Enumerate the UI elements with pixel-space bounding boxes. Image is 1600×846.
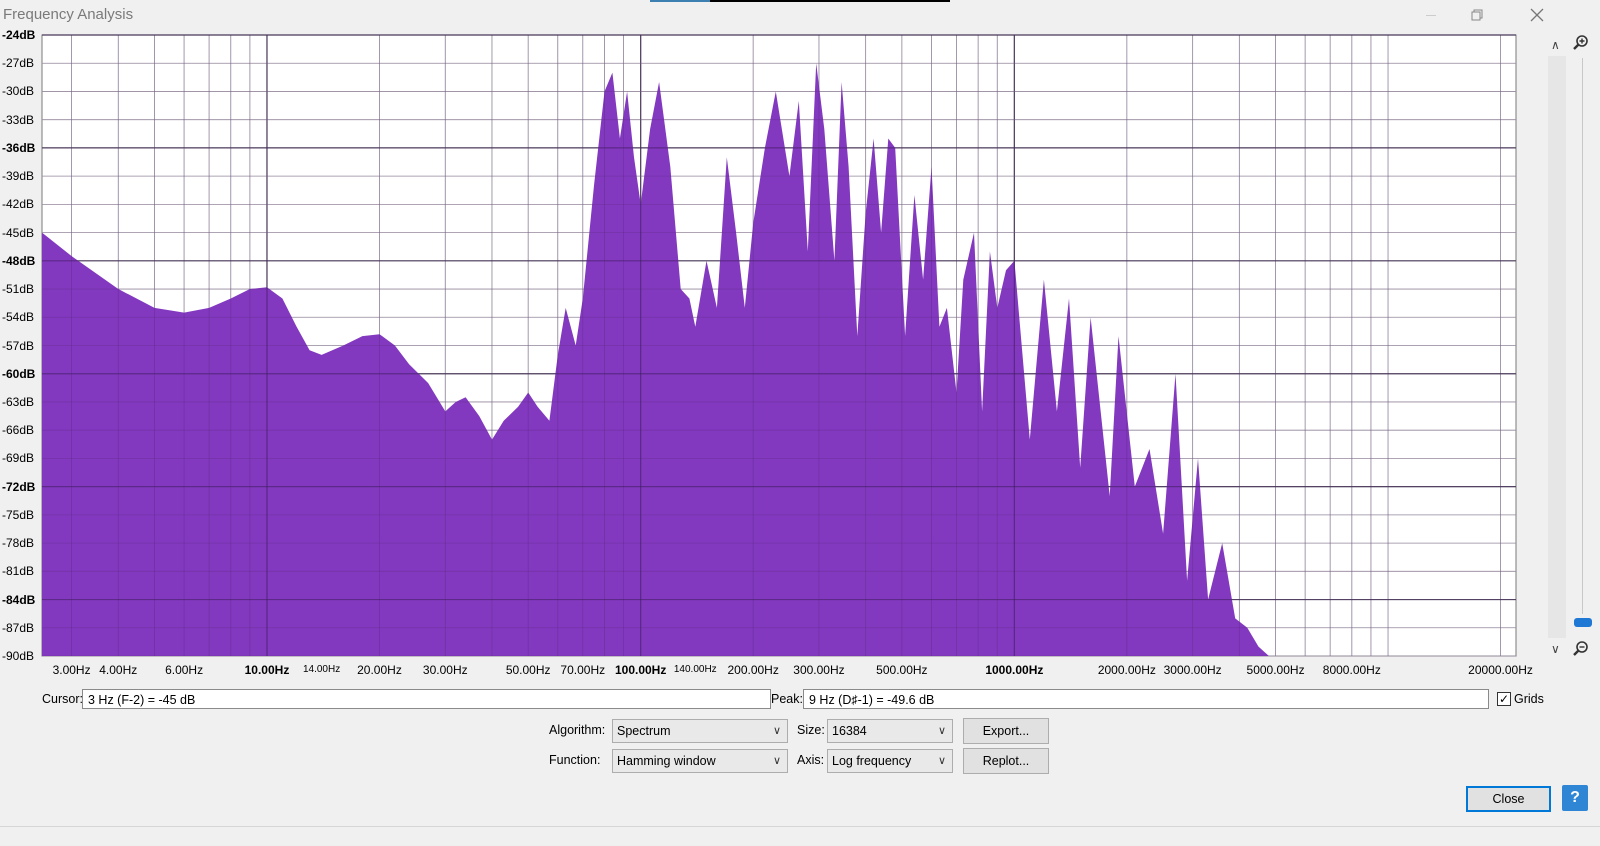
axis-label: Axis:: [797, 753, 825, 767]
axis-value: Log frequency: [832, 754, 912, 768]
y-tick-label: -36dB: [2, 140, 36, 155]
x-tick-label: 20000.00Hz: [1468, 663, 1533, 677]
y-tick-label: -63dB: [2, 394, 35, 409]
scroll-down-icon[interactable]: ∨: [1551, 642, 1560, 656]
restore-icon: [1471, 9, 1483, 21]
vertical-scrollbar[interactable]: ∧ ∨: [1548, 36, 1566, 656]
x-tick-label: 4.00Hz: [99, 663, 138, 677]
vertical-grid-overlay: [71, 35, 1501, 656]
window-close-button[interactable]: [1514, 0, 1560, 30]
scroll-up-icon[interactable]: ∧: [1551, 38, 1560, 52]
function-select[interactable]: Hamming window ∨: [612, 749, 788, 773]
replot-button[interactable]: Replot...: [963, 748, 1049, 774]
y-tick-label: -33dB: [2, 112, 35, 127]
size-value: 16384: [832, 724, 867, 738]
zoom-slider-track[interactable]: [1582, 58, 1583, 614]
window-title: Frequency Analysis: [3, 6, 134, 23]
close-icon: [1530, 8, 1544, 22]
x-tick-label: 8000.00Hz: [1322, 663, 1381, 677]
x-tick-label: 20.00Hz: [357, 663, 402, 677]
function-label: Function:: [549, 753, 601, 767]
y-tick-label: -81dB: [2, 564, 35, 579]
minimize-icon: [1426, 14, 1436, 16]
axis-select[interactable]: Log frequency ∨: [827, 749, 953, 773]
algorithm-label: Algorithm:: [549, 723, 606, 737]
y-tick-label: -39dB: [2, 169, 35, 184]
size-select[interactable]: 16384 ∨: [827, 719, 953, 743]
size-label: Size:: [797, 723, 825, 737]
x-tick-label: 140.00Hz: [673, 664, 717, 675]
y-tick-label: -66dB: [2, 423, 35, 438]
y-tick-label: -48dB: [2, 253, 36, 268]
x-tick-label: 200.00Hz: [727, 663, 779, 677]
algorithm-select[interactable]: Spectrum ∨: [612, 719, 788, 743]
zoom-slider-thumb[interactable]: [1574, 618, 1592, 627]
chevron-down-icon: ∨: [937, 725, 946, 737]
zoom-out-icon[interactable]: [1572, 640, 1590, 658]
x-tick-label: 50.00Hz: [505, 663, 551, 677]
grids-label: Grids: [1514, 692, 1544, 706]
y-tick-label: -90dB: [2, 649, 35, 663]
horizontal-grid-overlay: [42, 34, 1516, 657]
scroll-track[interactable]: [1548, 56, 1566, 638]
y-tick-label: -24dB: [2, 28, 36, 42]
y-tick-label: -42dB: [2, 197, 35, 212]
x-tick-label: 3000.00Hz: [1163, 663, 1222, 677]
zoom-in-icon[interactable]: [1572, 34, 1590, 52]
help-icon[interactable]: ?: [1562, 785, 1588, 811]
y-tick-label: -87dB: [2, 620, 35, 635]
y-tick-label: -84dB: [2, 592, 36, 607]
cursor-value-field: 3 Hz (F-2) = -45 dB: [82, 689, 771, 709]
y-tick-label: -27dB: [2, 56, 35, 71]
title-bar: Frequency Analysis: [0, 0, 1600, 30]
function-value: Hamming window: [617, 754, 716, 768]
grids-checkbox[interactable]: ✓: [1497, 692, 1511, 706]
x-tick-label: 300.00Hz: [793, 663, 845, 677]
y-tick-label: -72dB: [2, 479, 36, 494]
x-tick-label: 100.00Hz: [614, 663, 667, 677]
y-tick-label: -78dB: [2, 536, 35, 551]
x-tick-label: 14.00Hz: [302, 664, 341, 675]
spectrum-plot[interactable]: [0, 0, 1600, 680]
restore-button[interactable]: [1454, 0, 1500, 30]
spectrum-area: [42, 63, 1269, 656]
y-tick-label: -51dB: [2, 282, 35, 297]
export-button[interactable]: Export...: [963, 718, 1049, 744]
y-tick-label: -60dB: [2, 366, 36, 381]
algorithm-value: Spectrum: [617, 724, 671, 738]
x-tick-label: 10.00Hz: [244, 663, 290, 677]
y-tick-label: -45dB: [2, 225, 35, 240]
y-tick-label: -54dB: [2, 310, 35, 325]
x-tick-label: 70.00Hz: [560, 663, 606, 677]
close-button[interactable]: Close: [1466, 786, 1551, 812]
chevron-down-icon: ∨: [772, 755, 781, 767]
x-tick-label: 30.00Hz: [422, 663, 468, 677]
x-tick-label: 1000.00Hz: [985, 663, 1044, 677]
title-accent-line-blue: [650, 0, 710, 2]
status-divider: [0, 826, 1600, 827]
title-accent-line: [650, 0, 950, 2]
x-tick-label: 6.00Hz: [165, 663, 204, 677]
minimize-button[interactable]: [1408, 0, 1454, 30]
peak-value-field: 9 Hz (D♯-1) = -49.6 dB: [803, 689, 1489, 709]
peak-label: Peak:: [771, 692, 803, 706]
y-tick-label: -69dB: [2, 451, 35, 466]
y-tick-label: -30dB: [2, 84, 35, 99]
chevron-down-icon: ∨: [937, 755, 946, 767]
x-tick-label: 2000.00Hz: [1097, 663, 1156, 677]
chevron-down-icon: ∨: [772, 725, 781, 737]
cursor-label: Cursor:: [42, 692, 83, 706]
y-tick-label: -57dB: [2, 338, 35, 353]
x-tick-label: 5000.00Hz: [1246, 663, 1305, 677]
x-tick-label: 3.00Hz: [52, 663, 91, 677]
x-tick-label: 500.00Hz: [876, 663, 928, 677]
y-tick-label: -75dB: [2, 507, 35, 522]
